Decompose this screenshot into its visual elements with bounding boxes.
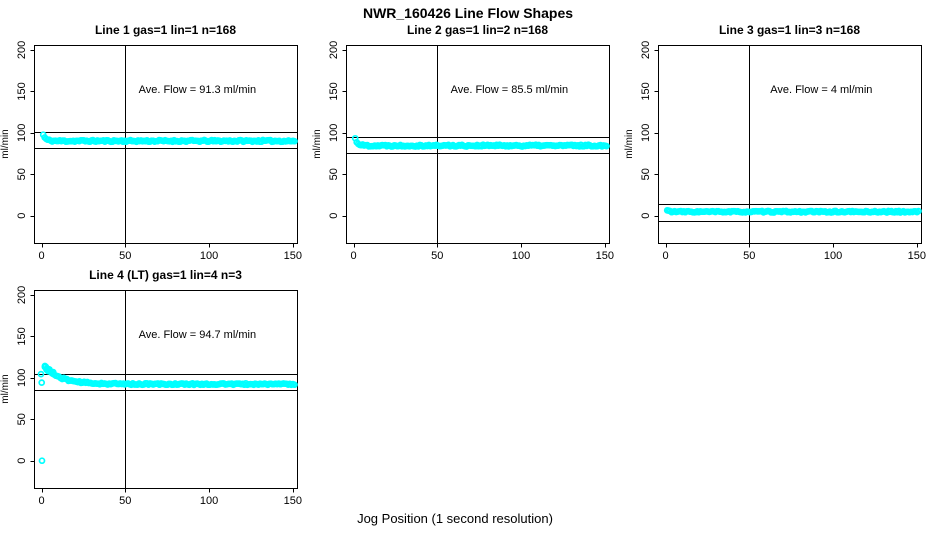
axis-tick-label: 150 (16, 327, 28, 345)
plot-box (34, 45, 298, 244)
ave-flow-label: Ave. Flow = 91.3 ml/min (139, 84, 256, 96)
axis-tick-label: 150 (328, 82, 340, 100)
axis-tick-label: 150 (16, 82, 28, 100)
axis-tick-label: 100 (16, 124, 28, 142)
y-axis-title: ml/min (0, 129, 11, 158)
axis-tick-label: 100 (640, 124, 652, 142)
ave-flow-label: Ave. Flow = 94.7 ml/min (139, 329, 256, 341)
ave-flow-label: Ave. Flow = 85.5 ml/min (451, 84, 568, 96)
axis-tick-label: 100 (824, 250, 842, 262)
axis-tick-label: 0 (350, 250, 356, 262)
axis-tick-label: 50 (431, 250, 443, 262)
axis-tick-label: 0 (640, 213, 652, 219)
data-point (38, 379, 46, 386)
axis-tick-label: 150 (640, 82, 652, 100)
axis-tick-label: 100 (200, 495, 218, 507)
panel-3-plot: Line 3 gas=1 lin=3 n=168 0 50 100 150 0 50 100 1… (624, 23, 926, 262)
data-point (49, 368, 57, 376)
plot-box (346, 45, 610, 244)
axis-tick-label: 200 (640, 41, 652, 59)
axis-tick-label: 200 (328, 41, 340, 59)
axis-tick-label: 0 (38, 495, 44, 507)
data-series (39, 131, 298, 146)
axis-tick-label: 50 (640, 168, 652, 180)
plot-box (34, 290, 298, 489)
axis-tick-label: 0 (16, 213, 28, 219)
y-axis-title: ml/min (312, 129, 323, 158)
data-point (37, 370, 45, 378)
y-axis-title: ml/min (0, 374, 11, 403)
data-point (603, 142, 610, 150)
data-series (37, 362, 298, 465)
data-point (291, 137, 298, 145)
axis-tick-label: 100 (16, 369, 28, 387)
figure-main-title: NWR_160426 Line Flow Shapes (362, 5, 574, 21)
data-series (663, 207, 922, 216)
axis-tick-label: 150 (908, 250, 926, 262)
data-series (351, 134, 610, 150)
axis-tick-label: 100 (512, 250, 530, 262)
panel-4-plot: Line 4 (LT) gas=1 lin=4 n=3 0 50 100 150 0 50 1… (0, 270, 302, 507)
axis-tick-label: 50 (743, 250, 755, 262)
axis-tick-label: 150 (284, 250, 302, 262)
axis-tick-label: 50 (16, 168, 28, 180)
axis-tick-label: 0 (38, 250, 44, 262)
panel-title: Line 2 gas=1 lin=2 n=168 (407, 23, 548, 37)
axis-tick-label: 150 (596, 250, 614, 262)
data-point (38, 457, 46, 465)
data-point (291, 381, 298, 389)
axis-tick-label: 100 (328, 124, 340, 142)
axis-tick-label: 200 (16, 41, 28, 59)
axis-tick-label: 100 (200, 250, 218, 262)
panel-title: Line 4 (LT) gas=1 lin=4 n=3 (89, 270, 242, 282)
axis-tick-label: 50 (119, 250, 131, 262)
axis-tick-label: 50 (328, 168, 340, 180)
y-axis-title: ml/min (624, 129, 635, 158)
ave-flow-label: Ave. Flow = 4 ml/min (770, 84, 872, 96)
panel-1-plot: Line 1 gas=1 lin=1 n=168 0 50 100 150 0 50 100 1… (0, 23, 302, 262)
panel-2-plot: Line 2 gas=1 lin=2 n=168 0 50 100 150 0 50 100 1… (312, 23, 614, 262)
axis-tick-label: 0 (16, 458, 28, 464)
axis-tick-label: 200 (16, 286, 28, 304)
plot-box (658, 45, 922, 244)
axis-tick-label: 50 (16, 413, 28, 425)
axis-tick-label: 150 (284, 495, 302, 507)
panel-title: Line 3 gas=1 lin=3 n=168 (719, 23, 860, 37)
panel-title: Line 1 gas=1 lin=1 n=168 (95, 23, 236, 37)
data-point (915, 207, 922, 215)
axis-tick-label: 50 (119, 495, 131, 507)
axis-tick-label: 0 (662, 250, 668, 262)
x-axis-label: Jog Position (1 second resolution) (357, 511, 553, 526)
axis-tick-label: 0 (328, 213, 340, 219)
